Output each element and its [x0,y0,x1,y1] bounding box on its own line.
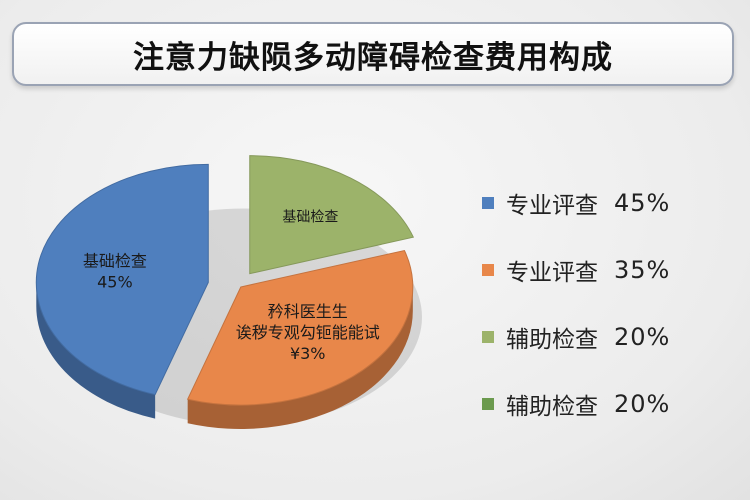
slice-label: 诶秽专观勾钷能能试 [236,323,380,342]
legend-swatch [482,197,494,209]
pie-slice-side [36,282,156,419]
legend-value: 20% [614,390,671,418]
slice-label: 45% [97,273,133,292]
legend-label: 辅助检查 [506,394,598,420]
legend-item: 专业评查 35% [482,255,671,286]
legend-item: 专业评查 45% [482,188,671,219]
slice-label: 矜科医生生 [268,302,348,321]
chart-title: 注意力缺陨多动障碍检查费用构成 [133,39,613,76]
legend-value: 20% [614,323,671,351]
legend-value: 45% [614,189,671,217]
legend-label: 专业评查 [506,260,598,286]
legend-swatch [482,398,494,410]
pie-slice-top [35,163,209,396]
pie-slice [35,163,209,419]
legend-label: 专业评查 [506,193,598,219]
legend-label: 辅助检查 [506,327,598,353]
slice-label: ¥3% [290,344,326,363]
slice-label: 基础检查 [83,252,147,271]
pie-slice-top [186,249,414,406]
pie-slice [186,249,414,429]
legend-item: 辅助检查 20% [482,389,671,420]
pie-slice-top [249,155,415,275]
legend-swatch [482,331,494,343]
legend-item: 辅助检查 20% [482,322,671,353]
pie-slice [249,155,415,275]
legend-value: 35% [614,256,671,284]
legend-swatch [482,264,494,276]
slice-label: 基础检查 [282,208,338,225]
legend: 专业评查 45% 专业评查 35% 辅助检查 20% 辅助检查 20% [482,188,670,456]
pie-slice-side [187,286,413,429]
title-box: 注意力缺陨多动障碍检查费用构成 [12,22,734,86]
